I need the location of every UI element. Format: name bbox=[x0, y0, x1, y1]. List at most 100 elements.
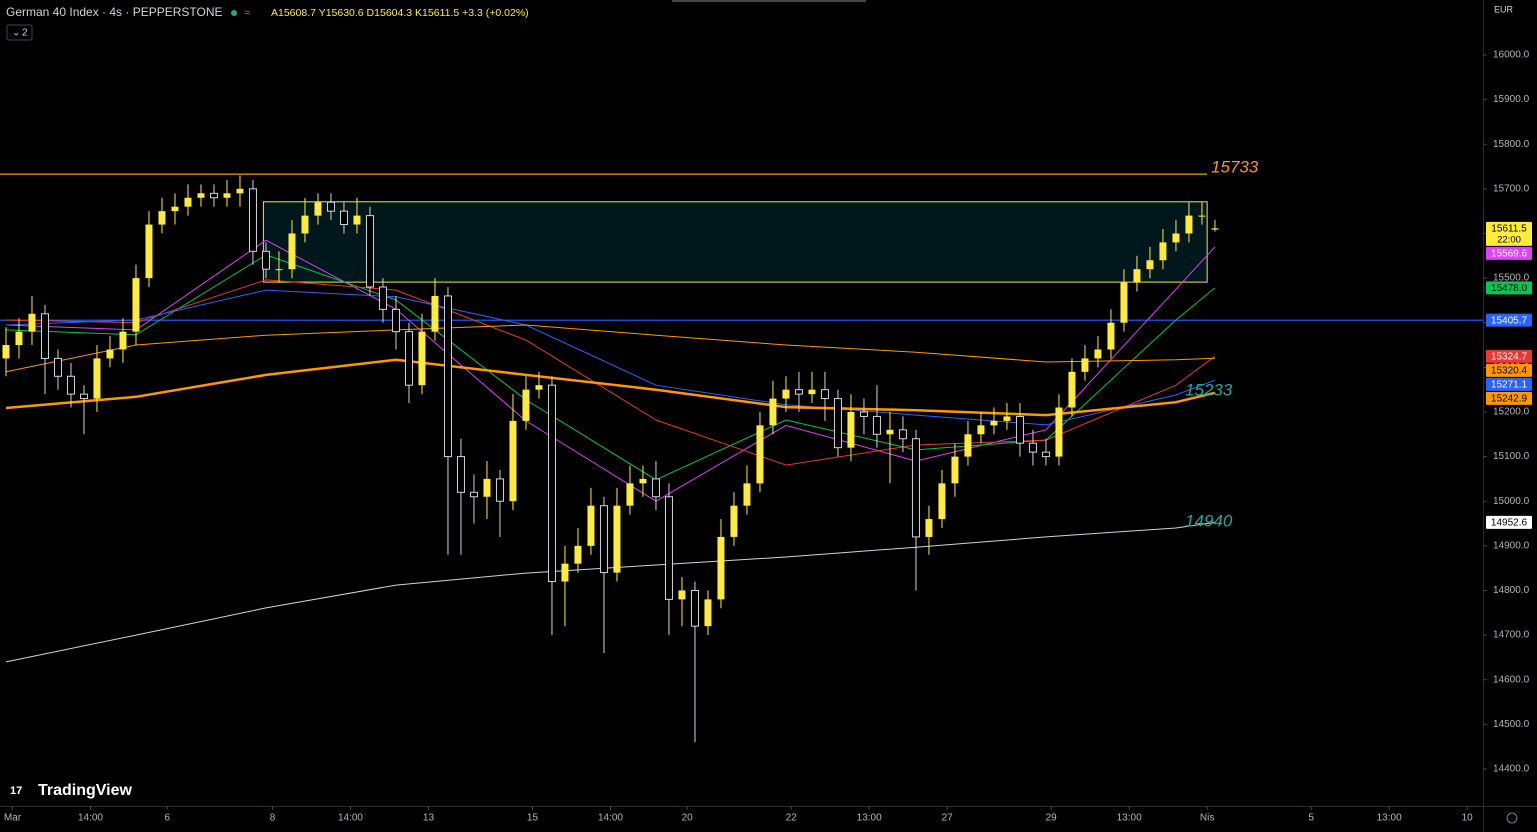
candle-body bbox=[119, 331, 127, 350]
candle-body bbox=[509, 420, 517, 502]
candle-body bbox=[587, 505, 595, 546]
annotation: 15233 bbox=[1185, 381, 1233, 400]
moving-average bbox=[5, 324, 1215, 373]
y-tick-label: 14900.0 bbox=[1493, 540, 1530, 551]
logo-mark: 17 bbox=[10, 785, 22, 797]
candle-body bbox=[730, 505, 738, 537]
candle-body bbox=[248, 188, 257, 252]
indicators-toggle[interactable] bbox=[6, 24, 33, 41]
y-tick-label: 15700.0 bbox=[1493, 183, 1530, 194]
y-tick-label: 14400.0 bbox=[1493, 764, 1530, 775]
candle-body bbox=[1211, 228, 1219, 230]
candle-body bbox=[547, 384, 556, 583]
candle-body bbox=[431, 295, 439, 332]
candle-body bbox=[794, 389, 803, 395]
price-label: 15611.5 bbox=[1491, 223, 1527, 234]
price-label: 15405.7 bbox=[1491, 315, 1528, 326]
y-tick-label: 15800.0 bbox=[1493, 139, 1530, 150]
candle-body bbox=[574, 545, 582, 564]
candle-body bbox=[1041, 451, 1050, 458]
y-tick-label: 15500.0 bbox=[1493, 273, 1530, 284]
status-icon: ≈ bbox=[244, 7, 250, 19]
candle-body bbox=[66, 375, 75, 395]
candle-body bbox=[1146, 260, 1154, 270]
x-tick-label: 14:00 bbox=[78, 813, 103, 824]
candle-body bbox=[469, 491, 478, 498]
candle-body bbox=[535, 385, 543, 390]
candle-body bbox=[1198, 215, 1206, 217]
y-tick-label: 16000.0 bbox=[1493, 50, 1530, 61]
candle-body bbox=[626, 483, 634, 506]
price-label: 14952.6 bbox=[1491, 518, 1528, 529]
candle-body bbox=[1094, 349, 1102, 359]
candle-body bbox=[261, 250, 270, 270]
candle-body bbox=[717, 536, 725, 600]
countdown: 22:00 bbox=[1497, 234, 1521, 245]
annotation: 14940 bbox=[1185, 511, 1233, 530]
candle-body bbox=[872, 415, 881, 435]
candle-body bbox=[1028, 442, 1037, 453]
candle-body bbox=[40, 313, 49, 359]
price-label-bg bbox=[1486, 515, 1532, 529]
x-tick-label: 29 bbox=[1046, 813, 1058, 824]
candle-body bbox=[365, 215, 374, 288]
candle-body bbox=[743, 483, 751, 506]
candle-body bbox=[599, 505, 608, 574]
price-label-bg bbox=[1486, 246, 1532, 260]
price-label-bg bbox=[1486, 313, 1532, 327]
status-dot bbox=[231, 10, 237, 16]
y-tick-label: 14700.0 bbox=[1493, 630, 1530, 641]
price-label: 15324.7 bbox=[1491, 351, 1528, 362]
moving-average bbox=[5, 521, 1215, 663]
candle-body bbox=[1185, 215, 1193, 234]
price-label-bg bbox=[1486, 363, 1532, 377]
price-label-bg bbox=[1486, 221, 1532, 246]
candle-body bbox=[911, 438, 920, 538]
candle-body bbox=[443, 295, 452, 458]
indicators-chevron: ⌄ bbox=[12, 28, 20, 39]
candle-body bbox=[456, 456, 465, 493]
x-tick-label: 13:00 bbox=[1377, 813, 1402, 824]
candle-body bbox=[197, 193, 205, 198]
y-tick-label: 15100.0 bbox=[1493, 451, 1530, 462]
settings-icon[interactable] bbox=[1506, 812, 1518, 824]
candle-body bbox=[145, 224, 153, 279]
candle-body bbox=[782, 389, 790, 399]
x-tick-label: 13 bbox=[423, 813, 435, 824]
candle-body bbox=[15, 331, 23, 346]
candle-body bbox=[1081, 358, 1089, 372]
candle-body bbox=[391, 308, 400, 333]
candle-body bbox=[951, 456, 959, 484]
ohlc-values: A15608.7 Y15630.6 D15604.3 K15611.5 +3.3… bbox=[271, 7, 529, 19]
candle-body bbox=[651, 478, 660, 498]
candle-body bbox=[404, 331, 413, 386]
x-tick-label: 27 bbox=[942, 813, 954, 824]
y-tick-label: 15200.0 bbox=[1493, 407, 1530, 418]
candle-body bbox=[353, 215, 361, 225]
currency[interactable]: EUR bbox=[1494, 4, 1514, 14]
candle-body bbox=[184, 197, 192, 207]
candle-body bbox=[833, 398, 842, 449]
x-tick-label: 5 bbox=[1308, 813, 1314, 824]
candle-body bbox=[1159, 242, 1167, 261]
x-tick-label: 14:00 bbox=[338, 813, 363, 824]
candle-body bbox=[326, 201, 335, 212]
x-tick-label: 6 bbox=[164, 813, 170, 824]
x-tick-label: Mar bbox=[4, 813, 22, 824]
candle-body bbox=[938, 483, 946, 520]
candle-body bbox=[1055, 407, 1063, 457]
candle-body bbox=[275, 269, 283, 271]
candle-body bbox=[1003, 416, 1011, 421]
candle-body bbox=[898, 429, 907, 440]
candle-body bbox=[561, 563, 569, 582]
candle-body bbox=[1015, 415, 1024, 444]
y-tick-label: 14800.0 bbox=[1493, 585, 1530, 596]
candle-body bbox=[678, 590, 686, 600]
candle-body bbox=[613, 505, 621, 573]
x-tick-label: Nis bbox=[1200, 813, 1214, 824]
candle-body bbox=[53, 357, 62, 377]
price-label: 15569.6 bbox=[1491, 248, 1528, 259]
candle-body bbox=[808, 389, 816, 395]
x-tick-label: 8 bbox=[270, 813, 276, 824]
